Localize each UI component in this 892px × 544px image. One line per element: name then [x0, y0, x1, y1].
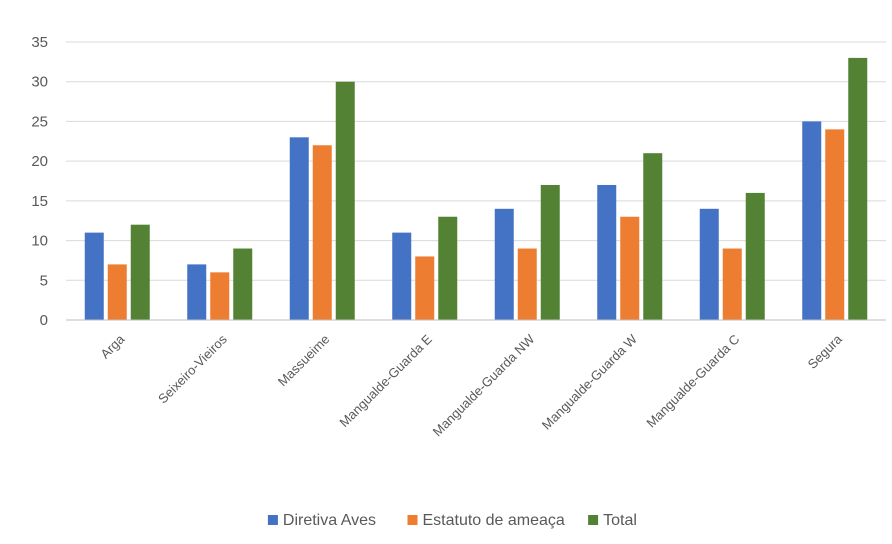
y-tick-label: 5: [40, 272, 48, 289]
y-tick-label: 10: [31, 233, 48, 250]
bar-total: [848, 57, 868, 321]
bar-estatuto-de-amea-a: [620, 216, 640, 320]
legend-label-total: Total: [603, 512, 637, 529]
bar-estatuto-de-amea-a: [210, 272, 230, 320]
bar-diretiva-aves: [84, 232, 104, 320]
gridlines: [66, 41, 886, 281]
legend-label-estatuto-de-amea-a: Estatuto de ameaça: [423, 512, 565, 529]
bar-estatuto-de-amea-a: [107, 264, 127, 320]
legend-swatch-total: [588, 515, 599, 525]
bar-total: [335, 81, 355, 320]
bar-estatuto-de-amea-a: [415, 256, 435, 320]
legend-swatch-diretiva-aves: [267, 515, 278, 525]
x-category-label: Arga: [97, 331, 128, 362]
bars: [84, 57, 868, 321]
bar-estatuto-de-amea-a: [825, 129, 845, 320]
x-category-label: Massueime: [275, 332, 333, 390]
legend-swatch-estatuto-de-amea-a: [407, 515, 418, 525]
bar-total: [130, 224, 150, 320]
bar-estatuto-de-amea-a: [312, 145, 332, 320]
x-category-label: Mangualde-Guarda W: [539, 331, 641, 433]
bar-total: [233, 248, 253, 320]
bar-diretiva-aves: [494, 208, 514, 320]
y-tick-label: 0: [40, 312, 48, 329]
bar-total: [540, 184, 560, 320]
bar-diretiva-aves: [802, 121, 822, 320]
x-axis-category-labels: Arga Seixeiro-Vieiros Massueime Mangualde-G…: [97, 331, 845, 439]
y-tick-label: 20: [31, 153, 48, 170]
legend: Diretiva Aves Estatuto de ameaça Total: [267, 512, 637, 529]
bar-diretiva-aves: [289, 137, 309, 320]
bar-diretiva-aves: [699, 208, 719, 320]
bar-diretiva-aves: [187, 264, 207, 320]
y-tick-label: 15: [31, 193, 48, 210]
legend-label-diretiva-aves: Diretiva Aves: [283, 512, 376, 529]
bar-estatuto-de-amea-a: [722, 248, 742, 320]
y-tick-label: 25: [31, 113, 48, 130]
bar-diretiva-aves: [392, 232, 412, 320]
x-category-label: Segura: [805, 331, 846, 372]
x-category-label: Mangualde-Guarda C: [643, 332, 742, 431]
y-axis-tick-labels: 0 5 10 15 20 25 30 35: [31, 34, 48, 329]
bar-total: [643, 153, 663, 320]
x-category-label: Mangualde-Guarda E: [336, 331, 435, 430]
x-category-label: Mangualde-Guarda NW: [430, 331, 538, 439]
bar-total: [438, 216, 458, 320]
bar-diretiva-aves: [597, 184, 617, 320]
bar-estatuto-de-amea-a: [517, 248, 537, 320]
y-tick-label: 30: [31, 74, 48, 91]
x-category-label: Seixeiro-Vieiros: [155, 331, 230, 406]
y-tick-label: 35: [31, 34, 48, 51]
bar-total: [745, 192, 765, 320]
